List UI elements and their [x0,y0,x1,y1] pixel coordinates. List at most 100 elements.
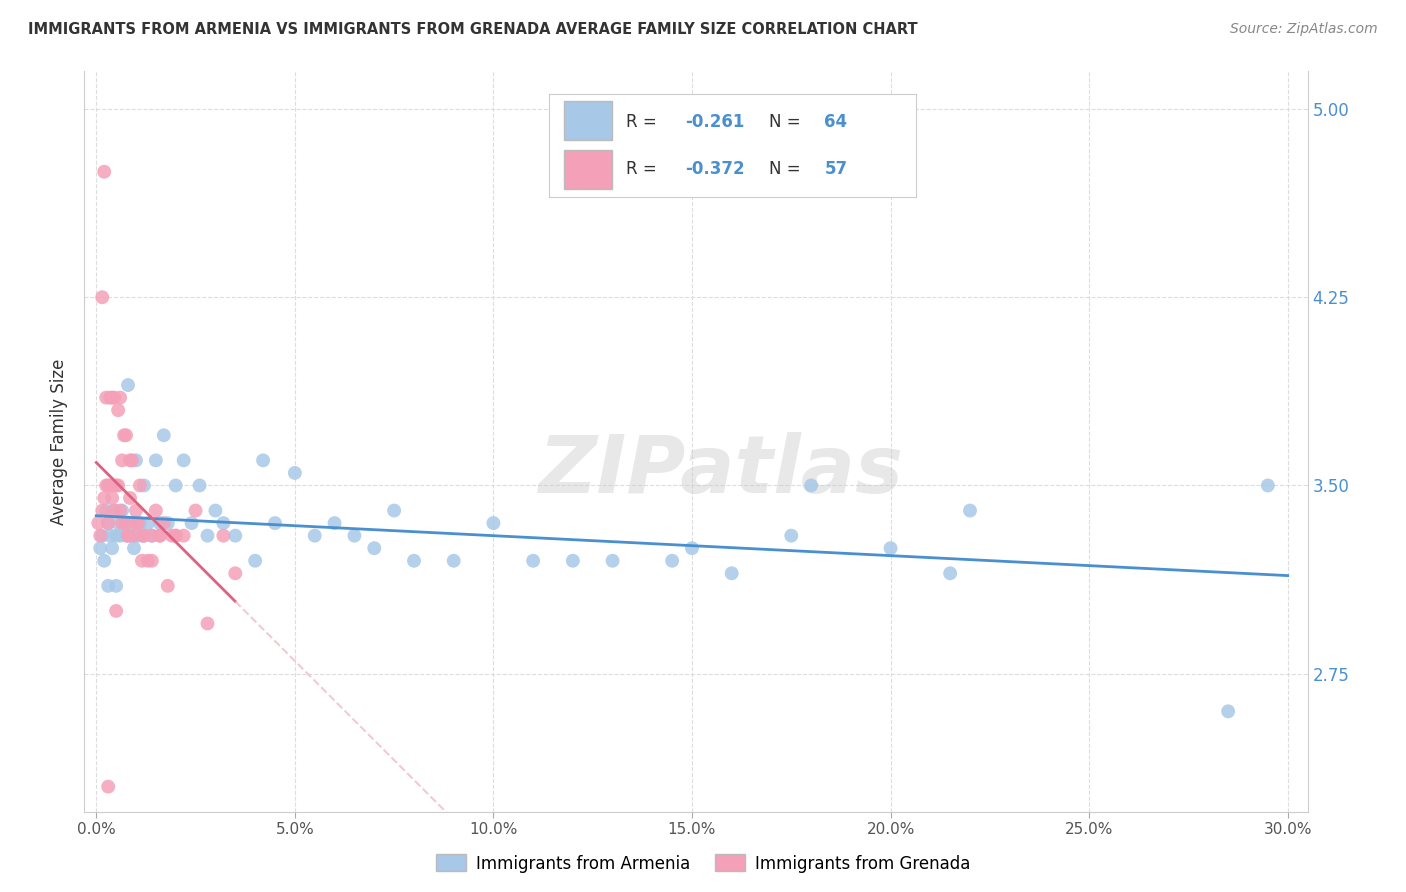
Y-axis label: Average Family Size: Average Family Size [51,359,69,524]
Point [98,391,121,405]
Point [97,579,120,593]
Point [122,529,145,543]
Point [108,503,131,517]
Point [105,478,128,492]
Point [304,529,326,543]
Point [117,529,139,543]
Point [402,554,425,568]
Point [115,428,138,442]
Point [107,403,129,417]
Point [363,541,385,556]
Point [602,554,624,568]
Point [101,391,124,405]
Point [173,453,195,467]
Point [115,516,138,530]
Point [165,529,187,543]
Point [101,491,124,505]
Point [879,541,901,556]
Point [149,529,172,543]
Point [224,566,246,581]
Point [129,516,152,530]
Point [152,428,174,442]
Point [89,529,111,543]
Point [959,503,981,517]
Point [108,391,131,405]
Point [165,478,187,492]
Point [720,566,742,581]
Point [141,529,163,543]
Point [105,529,128,543]
Point [212,516,235,530]
Point [98,478,121,492]
Point [173,529,195,543]
Point [382,503,405,517]
Point [1257,478,1279,492]
Point [129,478,152,492]
Point [204,503,226,517]
Point [98,529,121,543]
Point [224,529,246,543]
Point [145,453,167,467]
Point [122,541,145,556]
Point [96,391,118,405]
Point [97,478,120,492]
Point [111,503,134,517]
Point [105,579,128,593]
Point [96,503,118,517]
Point [121,529,143,543]
Point [107,478,129,492]
Point [132,529,155,543]
Point [681,541,703,556]
Point [97,516,120,530]
Point [103,503,125,517]
Text: ZIPatlas: ZIPatlas [538,432,903,510]
Point [149,529,172,543]
Point [661,554,683,568]
Point [132,529,155,543]
Point [188,478,211,492]
Point [243,554,266,568]
Point [118,453,141,467]
Point [125,516,148,530]
Point [165,529,187,543]
Text: Source: ZipAtlas.com: Source: ZipAtlas.com [1230,22,1378,37]
Point [132,478,155,492]
Point [131,529,153,543]
Point [136,516,159,530]
Point [112,428,135,442]
Point [91,529,114,543]
Point [125,453,148,467]
Point [112,516,135,530]
Point [127,529,149,543]
Point [103,391,125,405]
Point [284,466,307,480]
Point [800,478,823,492]
Point [156,579,179,593]
Point [152,516,174,530]
Point [97,516,120,530]
Point [145,503,167,517]
Point [118,491,141,505]
Point [115,529,138,543]
Point [121,453,143,467]
Point [89,541,111,556]
Point [93,491,115,505]
Point [87,516,110,530]
Point [443,554,465,568]
Point [91,503,114,517]
Point [108,529,131,543]
Point [125,503,148,517]
Text: IMMIGRANTS FROM ARMENIA VS IMMIGRANTS FROM GRENADA AVERAGE FAMILY SIZE CORRELATI: IMMIGRANTS FROM ARMENIA VS IMMIGRANTS FR… [28,22,918,37]
Point [482,516,505,530]
Point [561,554,583,568]
Point [117,378,139,392]
Point [1218,704,1240,718]
Point [101,541,124,556]
Point [156,516,179,530]
Legend: Immigrants from Armenia, Immigrants from Grenada: Immigrants from Armenia, Immigrants from… [429,847,977,880]
Point [780,529,803,543]
Point [141,529,163,543]
Point [141,554,163,568]
Point [93,554,115,568]
Point [117,529,139,543]
